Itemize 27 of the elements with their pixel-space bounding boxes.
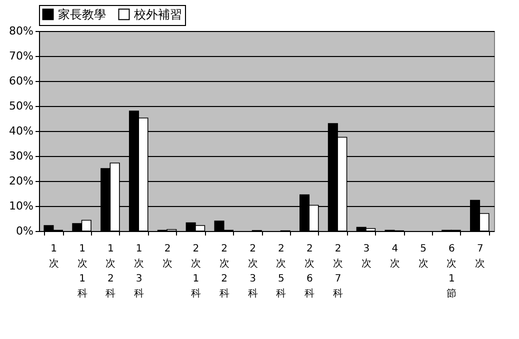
y-tick-label: 60% bbox=[9, 74, 34, 88]
y-tick-label: 30% bbox=[9, 150, 34, 162]
legend-label: 校外補習 bbox=[133, 7, 182, 22]
x-tick-label: 4次 bbox=[390, 244, 400, 270]
y-tick-label: 0% bbox=[16, 224, 34, 238]
x-tick-label: 7次 bbox=[475, 244, 486, 270]
legend-label: 家長教學 bbox=[58, 7, 106, 22]
x-tick-label: 6次1節 bbox=[446, 244, 457, 300]
x-tick-label: 2次7科 bbox=[333, 244, 344, 300]
x-tick-label: 1次1科 bbox=[77, 244, 88, 300]
x-tick-label: 2次 bbox=[162, 244, 173, 270]
y-tick-label: 40% bbox=[9, 124, 34, 138]
x-tick-label: 5次 bbox=[418, 244, 428, 270]
x-tick-label: 2次5科 bbox=[276, 244, 286, 300]
x-tick-label: 2次3科 bbox=[248, 244, 258, 300]
x-tick-label: 2次2科 bbox=[219, 244, 230, 300]
y-tick-label: 10% bbox=[9, 200, 34, 212]
x-tick-label: 2次1科 bbox=[190, 244, 201, 300]
y-tick-label: 50% bbox=[9, 100, 34, 112]
y-tick-label: 80% bbox=[9, 24, 34, 38]
x-tick-label: 1次3科 bbox=[134, 244, 144, 300]
x-tick-label: 1次 bbox=[48, 244, 59, 270]
x-tick-label: 3次 bbox=[361, 244, 372, 270]
y-tick-label: 70% bbox=[9, 50, 34, 62]
x-tick-label: 2次6科 bbox=[304, 244, 315, 300]
y-tick-label: 20% bbox=[9, 174, 34, 188]
x-tick-label: 1次2科 bbox=[106, 244, 116, 300]
